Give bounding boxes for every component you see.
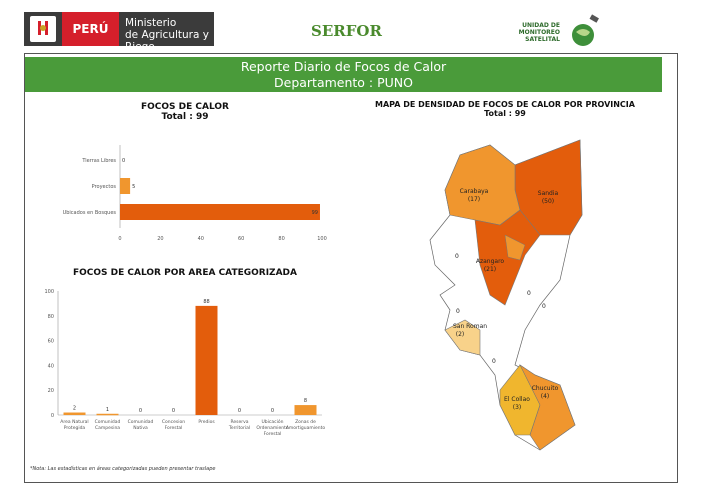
category-label: Tierras Libres [81, 158, 116, 164]
data-label: 0 [172, 408, 175, 414]
label-san-roman: San Roman [453, 323, 487, 330]
category-label: Territorial [228, 425, 250, 431]
data-label: 0 [271, 408, 274, 414]
category-label: Reserva [230, 419, 248, 425]
serfor-logo: SERFOR [311, 22, 382, 40]
ministry-line1: Ministerio [125, 17, 177, 29]
bar [96, 413, 119, 416]
category-label: Ordenamiento [256, 425, 289, 431]
report-subtitle: Departamento : PUNO [274, 75, 413, 90]
zero-label: 0 [542, 303, 546, 310]
data-label: 0 [122, 158, 125, 164]
bar [294, 405, 317, 415]
data-label: 88 [203, 299, 209, 305]
category-label: Proyectos [92, 184, 117, 190]
label-carabaya: Carabaya [460, 188, 489, 195]
value-azangaro: (21) [484, 266, 496, 273]
density-map: Carabaya (17) Sandia (50) Azangaro (21) … [429, 139, 583, 451]
y-tick-label: 40 [48, 363, 54, 369]
shield-icon [30, 16, 56, 42]
province-azangaro [474, 209, 541, 306]
category-label: Comunidad [95, 419, 121, 425]
chart1-title-text: FOCOS DE CALOR [141, 102, 229, 112]
zero-label: 0 [492, 358, 496, 365]
peru-label: PERÚ [62, 12, 119, 46]
horizontal-bar-chart: Tierras Libres 0 Proyectos 5 Ubicados en Bos… [63, 145, 327, 242]
data-label: 5 [132, 184, 135, 190]
chart2-title: FOCOS DE CALOR POR AREA CATEGORIZADA [73, 268, 297, 278]
bar [195, 305, 218, 415]
value-san-roman: (2) [456, 331, 465, 338]
map-total: Total : 99 [484, 109, 526, 118]
data-label: 8 [304, 398, 307, 404]
zero-label: 0 [455, 253, 459, 260]
label-chucuito: Chucuito [532, 385, 559, 392]
category-label: Zonas de [295, 419, 316, 425]
value-sandia: (50) [542, 198, 554, 205]
category-label: Concesion [162, 419, 185, 425]
minagri-logo: PERÚ Ministerio de Agricultura y Riego [24, 12, 214, 53]
category-label: Ubicación [262, 418, 284, 425]
province-chucuito [519, 364, 576, 451]
value-chucuito: (4) [541, 393, 550, 400]
ministry-line2: de Agricultura y Riego [125, 29, 209, 53]
satellite-globe-icon [566, 14, 602, 48]
province-melgar [504, 234, 526, 261]
zero-label: 0 [527, 290, 531, 297]
x-tick-label: 100 [317, 236, 327, 242]
map-title: MAPA DE DENSIDAD DE FOCOS DE CALOR POR P… [360, 100, 650, 118]
y-tick-label: 100 [44, 289, 54, 295]
category-label: Campesina [95, 425, 120, 431]
bar [63, 412, 86, 415]
category-label: Forestal [165, 425, 183, 431]
y-tick-label: 20 [48, 388, 54, 394]
report-title: Reporte Diario de Focos de Calor [240, 59, 447, 74]
x-tick-label: 40 [198, 236, 204, 242]
category-label: Amortiguamiento [286, 425, 326, 431]
data-label: 0 [238, 408, 241, 414]
y-tick-label: 80 [48, 314, 54, 320]
x-tick-label: 20 [157, 236, 163, 242]
bar [120, 204, 320, 220]
zero-label: 0 [456, 308, 460, 315]
category-label: Nativa [133, 425, 148, 431]
province-carabaya [444, 144, 521, 226]
label-el-collao: El Collao [504, 396, 530, 403]
label-azangaro: Azangaro [476, 258, 505, 265]
label-sandia: Sandia [538, 190, 559, 197]
chart1-total: Total : 99 [161, 112, 209, 122]
category-label: Predios [198, 419, 215, 425]
report-banner: Reporte Diario de Focos de Calor Departa… [25, 57, 662, 92]
x-tick-label: 0 [118, 236, 121, 242]
data-label: 2 [73, 406, 76, 412]
y-tick-label: 0 [51, 413, 54, 419]
map-title-text: MAPA DE DENSIDAD DE FOCOS DE CALOR POR P… [375, 100, 635, 109]
report-frame [24, 53, 678, 483]
category-label: Comunidad [128, 419, 154, 425]
x-tick-label: 80 [278, 236, 284, 242]
x-tick-label: 60 [238, 236, 244, 242]
footnote: *Nota: Las estadísticas en áreas categor… [30, 466, 216, 472]
data-label: 0 [139, 408, 142, 414]
category-label: Area Natural [60, 419, 88, 425]
value-carabaya: (17) [468, 196, 480, 203]
chart1-title: FOCOS DE CALOR Total : 99 [110, 102, 260, 122]
y-tick-label: 60 [48, 339, 54, 345]
value-el-collao: (3) [513, 404, 522, 411]
category-label: Ubicados en Bosques [63, 210, 117, 216]
bar [120, 178, 131, 194]
category-label: Protegida [64, 425, 86, 431]
data-label: 1 [106, 407, 109, 413]
province-san-roman [444, 319, 481, 356]
category-label: Forestal [264, 431, 282, 437]
unidad-label: UNIDAD DE MONITOREO SATELITAL [518, 22, 560, 43]
data-label: 99 [312, 210, 318, 216]
